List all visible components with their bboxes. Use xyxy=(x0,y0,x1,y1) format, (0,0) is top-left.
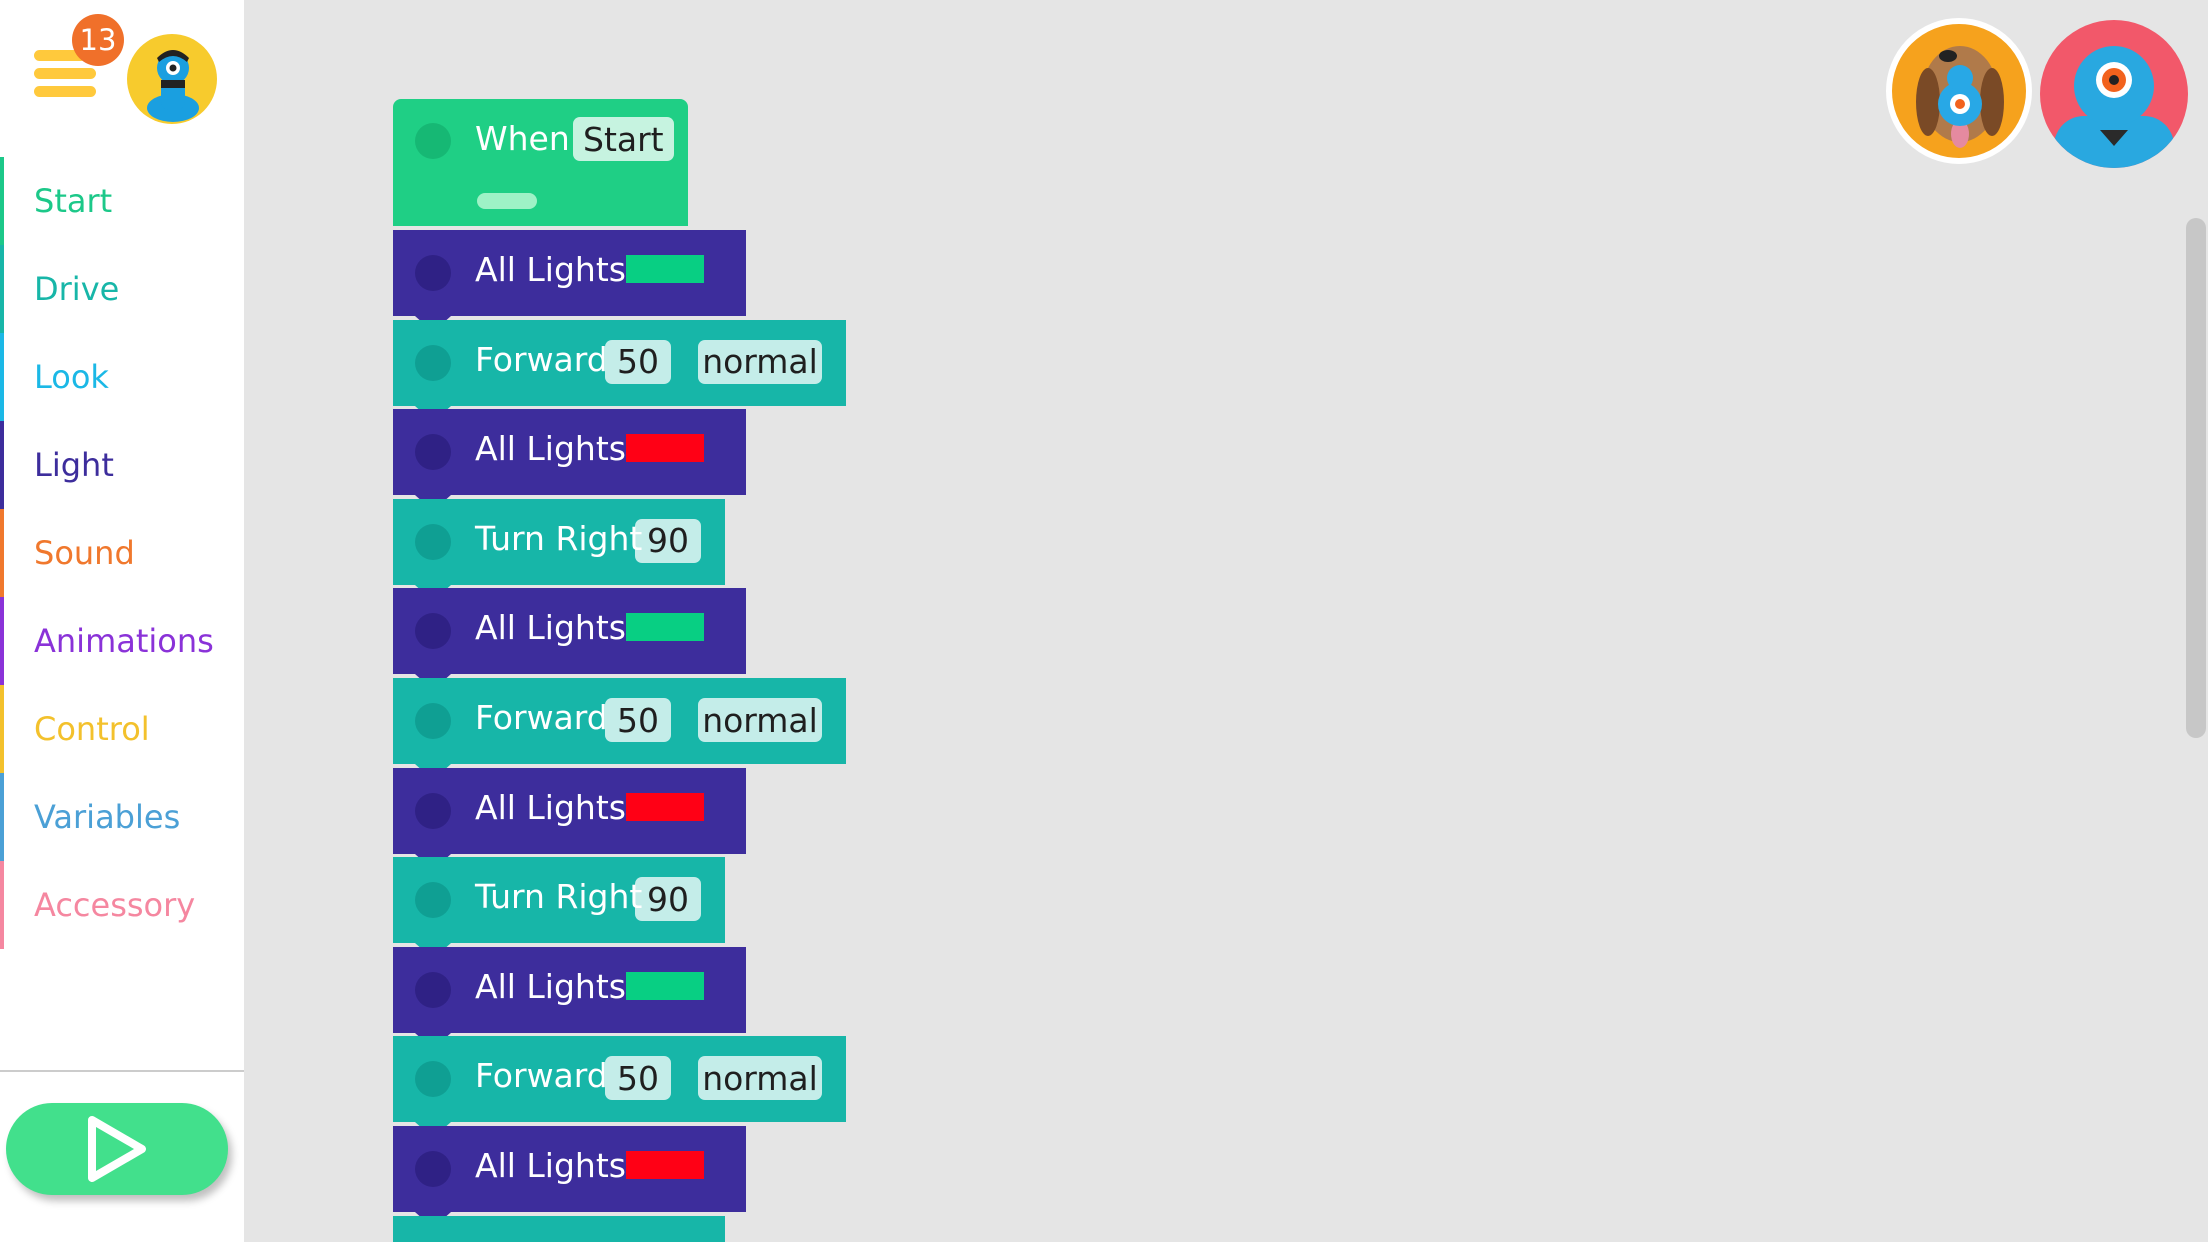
category-label: Start xyxy=(34,182,113,220)
forward-block[interactable]: Forward 50 normal xyxy=(393,1036,846,1139)
category-variables[interactable]: Variables xyxy=(0,773,244,861)
block-label: Forward xyxy=(475,1056,608,1096)
menu-bar-icon xyxy=(34,50,86,61)
all-lights-block[interactable]: All Lights xyxy=(393,230,746,332)
category-stripe xyxy=(0,861,4,949)
block-handle-icon xyxy=(415,703,451,739)
block-label: All Lights xyxy=(475,429,626,469)
block-label: All Lights xyxy=(475,608,626,648)
block-handle-icon xyxy=(415,123,451,159)
block-label: Turn Right xyxy=(475,877,643,917)
canvas-scrollbar[interactable] xyxy=(2186,218,2206,738)
block-handle-icon xyxy=(415,613,451,650)
speed-selector[interactable]: normal xyxy=(698,1056,822,1101)
category-sound[interactable]: Sound xyxy=(0,509,244,597)
forward-block[interactable]: Forward 50 normal xyxy=(393,319,846,422)
category-stripe xyxy=(0,509,4,597)
block-handle-icon xyxy=(415,255,451,291)
all-lights-block[interactable]: All Lights xyxy=(393,946,746,1049)
category-label: Accessory xyxy=(34,886,196,924)
category-label: Drive xyxy=(34,270,120,308)
category-animations[interactable]: Animations xyxy=(0,597,244,685)
turn-right-block[interactable]: Turn Right 90 xyxy=(393,857,725,960)
speed-selector[interactable]: normal xyxy=(698,339,822,384)
category-label: Animations xyxy=(34,622,214,660)
distance-value-field[interactable]: 50 xyxy=(605,698,671,742)
block-label: All Lights xyxy=(475,250,626,289)
play-icon xyxy=(88,1116,146,1182)
user-avatar[interactable] xyxy=(127,34,217,124)
category-look[interactable]: Look xyxy=(0,333,244,421)
block-handle-icon xyxy=(415,344,451,381)
forward-block[interactable]: Forward 50 normal xyxy=(393,678,846,780)
robot-switch-button[interactable] xyxy=(1886,18,2032,164)
distance-value-field[interactable]: 50 xyxy=(605,339,671,384)
when-start-block[interactable]: When Start xyxy=(393,99,688,226)
category-label: Control xyxy=(34,710,150,748)
sidebar-divider xyxy=(0,1070,244,1072)
category-control[interactable]: Control xyxy=(0,685,244,773)
all-lights-block[interactable]: All Lights xyxy=(393,767,746,870)
dash-robot-icon xyxy=(2054,46,2174,168)
light-color-swatch[interactable] xyxy=(626,255,704,283)
dash-with-dog-icon xyxy=(1916,46,2004,148)
category-stripe xyxy=(0,421,4,509)
block-label: Turn Right xyxy=(475,518,643,558)
block-label: All Lights xyxy=(475,1146,626,1185)
robot-switch-button[interactable] xyxy=(2040,20,2188,168)
category-start[interactable]: Start xyxy=(0,157,244,245)
category-label: Sound xyxy=(34,534,135,572)
all-lights-block[interactable]: All Lights xyxy=(393,1126,746,1228)
block-label: Forward xyxy=(475,698,608,737)
speed-selector[interactable]: normal xyxy=(698,698,822,742)
category-stripe xyxy=(0,597,4,685)
light-color-swatch[interactable] xyxy=(626,1151,704,1179)
when-label: When xyxy=(475,119,570,158)
angle-value-field[interactable]: 90 xyxy=(635,877,701,922)
category-list: Start Drive Look Light Sound Animations … xyxy=(0,157,244,949)
event-selector[interactable]: Start xyxy=(573,117,674,161)
category-label: Look xyxy=(34,358,109,396)
category-label: Light xyxy=(34,446,114,484)
collapse-handle-icon[interactable] xyxy=(477,193,537,209)
light-color-swatch[interactable] xyxy=(626,792,704,821)
block-handle-icon xyxy=(415,792,451,829)
distance-value-field[interactable]: 50 xyxy=(605,1056,671,1101)
category-stripe xyxy=(0,333,4,421)
partial-block[interactable] xyxy=(393,1215,725,1242)
category-stripe xyxy=(0,773,4,861)
robot-avatar-icon xyxy=(147,50,199,122)
block-handle-icon xyxy=(415,434,451,471)
block-handle-icon xyxy=(415,1151,451,1187)
turn-right-block[interactable]: Turn Right 90 xyxy=(393,498,725,601)
hamburger-menu-button[interactable] xyxy=(34,46,98,102)
category-sidebar: 13 Start Drive Look Light xyxy=(0,0,244,1242)
all-lights-block[interactable]: All Lights xyxy=(393,409,746,512)
category-drive[interactable]: Drive xyxy=(0,245,244,333)
category-stripe xyxy=(0,685,4,773)
block-handle-icon xyxy=(415,882,451,919)
category-accessory[interactable]: Accessory xyxy=(0,861,244,949)
block-handle-icon xyxy=(415,1061,451,1098)
menu-bar-icon xyxy=(34,68,96,79)
light-color-swatch[interactable] xyxy=(626,613,704,642)
block-label: All Lights xyxy=(475,787,626,827)
light-color-swatch[interactable] xyxy=(626,434,704,463)
light-color-swatch[interactable] xyxy=(626,971,704,1000)
category-stripe xyxy=(0,157,4,245)
block-handle-icon xyxy=(415,523,451,560)
angle-value-field[interactable]: 90 xyxy=(635,518,701,563)
category-light[interactable]: Light xyxy=(0,421,244,509)
category-label: Variables xyxy=(34,798,181,836)
menu-bar-icon xyxy=(34,86,96,97)
block-label: Forward xyxy=(475,339,608,379)
run-program-button[interactable] xyxy=(6,1103,228,1195)
notification-badge: 13 xyxy=(72,14,124,66)
category-stripe xyxy=(0,245,4,333)
block-handle-icon xyxy=(415,971,451,1008)
all-lights-block[interactable]: All Lights xyxy=(393,588,746,691)
block-label: All Lights xyxy=(475,966,626,1006)
